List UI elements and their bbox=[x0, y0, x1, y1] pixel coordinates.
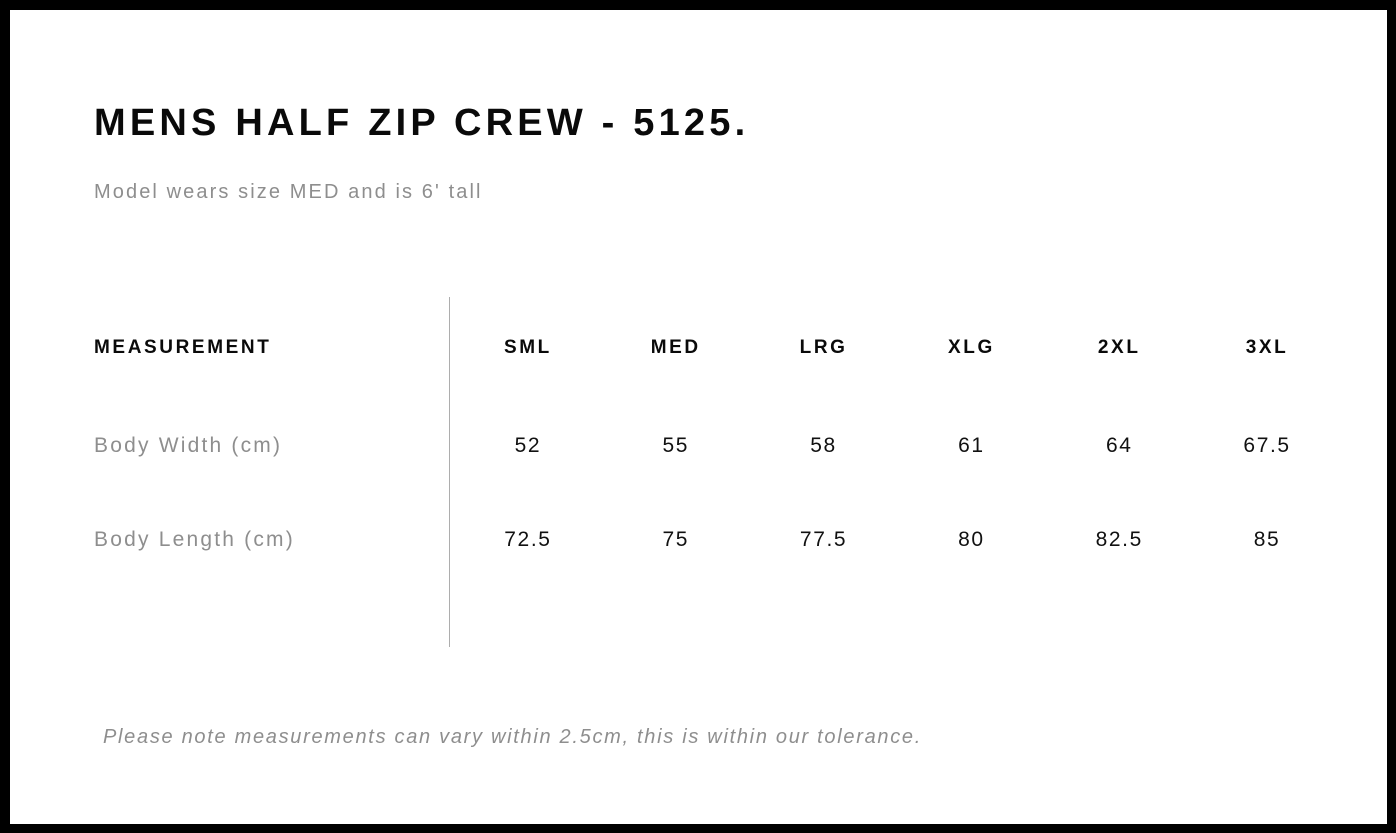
cell-body-width-xlg: 61 bbox=[958, 434, 985, 457]
cell-body-length-2xl: 82.5 bbox=[1095, 528, 1143, 551]
cell-body-length-lrg: 77.5 bbox=[799, 528, 848, 551]
cell-body-width-med: 55 bbox=[662, 434, 690, 457]
cell-body-width-sml: 52 bbox=[514, 434, 542, 457]
column-header-lrg: LRG bbox=[799, 337, 848, 358]
cell-body-length-sml: 72.5 bbox=[504, 528, 552, 551]
cell-body-width-3xl: 67.5 bbox=[1243, 434, 1291, 457]
row-label-body-width: Body Width (cm) bbox=[94, 434, 283, 457]
cell-body-length-med: 75 bbox=[662, 528, 690, 551]
table-vertical-divider bbox=[449, 297, 450, 647]
table-row: Body Width (cm) 52 55 58 61 64 67.5 bbox=[94, 399, 1341, 493]
cell-body-width-2xl: 64 bbox=[1105, 434, 1133, 457]
size-table: MEASUREMENT SML MED LRG XLG 2XL 3XL Body… bbox=[94, 297, 1341, 587]
size-table-container: MEASUREMENT SML MED LRG XLG 2XL 3XL Body… bbox=[94, 297, 1341, 647]
column-header-2xl: 2XL bbox=[1097, 337, 1141, 358]
header: MENS HALF ZIP CREW - 5125. Model wears s… bbox=[94, 102, 1347, 204]
table-header-row: MEASUREMENT SML MED LRG XLG 2XL 3XL bbox=[94, 297, 1341, 399]
model-info-subtitle: Model wears size MED and is 6' tall bbox=[94, 180, 483, 203]
tolerance-footnote: Please note measurements can vary within… bbox=[103, 726, 922, 748]
table-row: Body Length (cm) 72.5 75 77.5 80 82.5 85 bbox=[94, 493, 1341, 587]
size-chart-card: MENS HALF ZIP CREW - 5125. Model wears s… bbox=[10, 10, 1387, 824]
column-header-xlg: XLG bbox=[947, 337, 995, 358]
column-header-sml: SML bbox=[503, 337, 552, 358]
page-title: MENS HALF ZIP CREW - 5125. bbox=[94, 102, 750, 144]
cell-body-width-lrg: 58 bbox=[810, 434, 837, 457]
row-label-body-length: Body Length (cm) bbox=[94, 528, 295, 551]
cell-body-length-xlg: 80 bbox=[958, 528, 985, 551]
column-header-med: MED bbox=[650, 337, 701, 358]
column-header-3xl: 3XL bbox=[1245, 337, 1289, 358]
column-header-measurement: MEASUREMENT bbox=[94, 337, 272, 358]
cell-body-length-3xl: 85 bbox=[1253, 528, 1281, 551]
